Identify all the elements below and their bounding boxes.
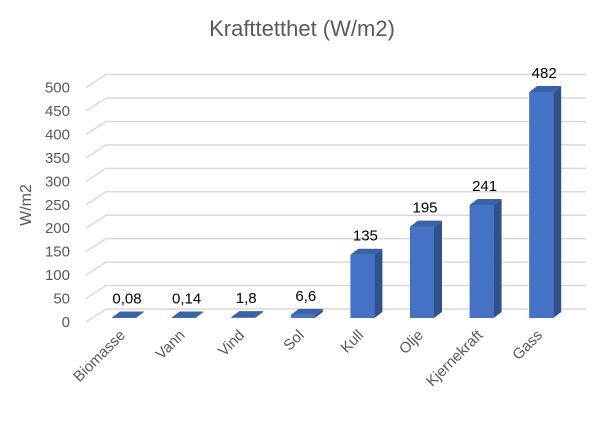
bar-front <box>350 254 375 318</box>
y-tick-label: 200 <box>45 220 70 237</box>
bar-front <box>469 205 494 318</box>
x-tick-label: Sol <box>280 327 307 354</box>
y-tick-label: 250 <box>45 197 70 214</box>
y-tick-label: 300 <box>45 173 70 190</box>
bar-front <box>529 92 554 318</box>
bar-front <box>171 317 196 318</box>
y-tick-label: 150 <box>45 244 70 261</box>
data-label: 0,08 <box>112 291 141 308</box>
x-tick-label: Olje <box>396 327 427 358</box>
y-tick-label: 0 <box>62 314 70 331</box>
gridline <box>85 284 586 300</box>
y-tick-label: 400 <box>45 126 70 143</box>
bar-side <box>553 86 562 318</box>
bar-top <box>350 248 383 255</box>
bar-top <box>529 86 562 92</box>
bar-top <box>112 311 144 318</box>
gridline <box>85 214 586 229</box>
data-label: 1,8 <box>236 290 257 307</box>
data-label: 195 <box>412 200 437 217</box>
y-tick-label: 450 <box>45 103 70 120</box>
x-tick-label: Vind <box>215 327 248 360</box>
gridline <box>85 237 586 253</box>
gridline <box>85 97 586 112</box>
x-tick-label: Biomasse <box>70 327 129 386</box>
bar-side <box>136 311 144 318</box>
y-tick-label: 350 <box>45 150 70 167</box>
bar-top <box>469 199 502 205</box>
gridline <box>85 167 586 182</box>
gridline <box>85 73 586 89</box>
data-label: 6,6 <box>295 288 316 305</box>
gridline <box>85 191 586 206</box>
data-label: 0,14 <box>172 291 201 308</box>
data-label: 241 <box>472 178 497 195</box>
bar-front <box>410 226 434 318</box>
gridline <box>85 308 586 323</box>
data-label: 135 <box>353 228 378 245</box>
x-tick-label: Kjernekraft <box>423 326 487 390</box>
bar-top <box>171 311 204 318</box>
bar-side <box>374 248 383 318</box>
chart-title: Krafttetthet (W/m2) <box>209 16 395 41</box>
y-axis-label: W/m2 <box>18 184 35 226</box>
bar-side <box>434 220 442 318</box>
bar-side <box>493 199 502 318</box>
bar-front <box>231 317 256 318</box>
x-tick-label: Vann <box>152 327 188 363</box>
bar-front <box>112 317 136 318</box>
bar-top <box>410 220 442 227</box>
bar-side <box>195 311 204 318</box>
bar-top <box>231 311 264 318</box>
bar-top <box>290 308 323 315</box>
gridline <box>85 261 586 276</box>
x-tick-label: Gass <box>509 327 546 364</box>
data-label: 482 <box>532 65 557 82</box>
y-tick-label: 500 <box>45 80 70 97</box>
bar-side <box>314 308 323 318</box>
gridline <box>85 144 586 159</box>
y-tick-label: 50 <box>53 291 70 308</box>
bar-side <box>255 311 264 318</box>
y-tick-label: 100 <box>45 267 70 284</box>
bar-front <box>290 314 315 318</box>
x-tick-label: Kull <box>338 327 368 357</box>
gridline <box>85 120 586 136</box>
